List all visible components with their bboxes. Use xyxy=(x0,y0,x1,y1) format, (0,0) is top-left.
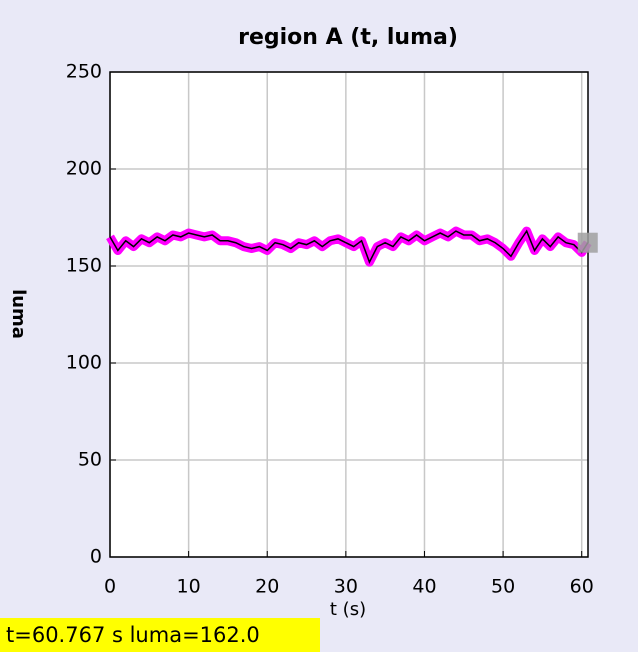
line xyxy=(109,229,589,264)
chart-title: region A (t, luma) xyxy=(238,25,458,50)
x-tick-label: 20 xyxy=(255,576,279,598)
y-tick-label: 50 xyxy=(78,449,102,471)
x-tick-label: 40 xyxy=(412,576,436,598)
cursor-marker xyxy=(577,232,598,253)
y-tick-label: 200 xyxy=(66,158,102,180)
status-bar xyxy=(0,618,320,652)
y-tick-label: 150 xyxy=(66,255,102,277)
x-tick-label: 60 xyxy=(570,576,594,598)
plot-area xyxy=(110,72,588,557)
x-tick-label: 50 xyxy=(491,576,515,598)
plot-frame xyxy=(109,71,589,558)
x-tick-label: 10 xyxy=(177,576,201,598)
y-tick-label: 250 xyxy=(66,61,102,83)
x-tick-label: 30 xyxy=(334,576,358,598)
y-axis-label: luma xyxy=(8,289,29,339)
status-text: t=60.767 s luma=162.0 xyxy=(6,623,260,647)
x-axis-label: t (s) xyxy=(330,599,366,620)
y-tick-label: 0 xyxy=(90,546,102,568)
y-tick-label: 100 xyxy=(66,352,102,374)
x-tick-label: 0 xyxy=(104,576,116,598)
